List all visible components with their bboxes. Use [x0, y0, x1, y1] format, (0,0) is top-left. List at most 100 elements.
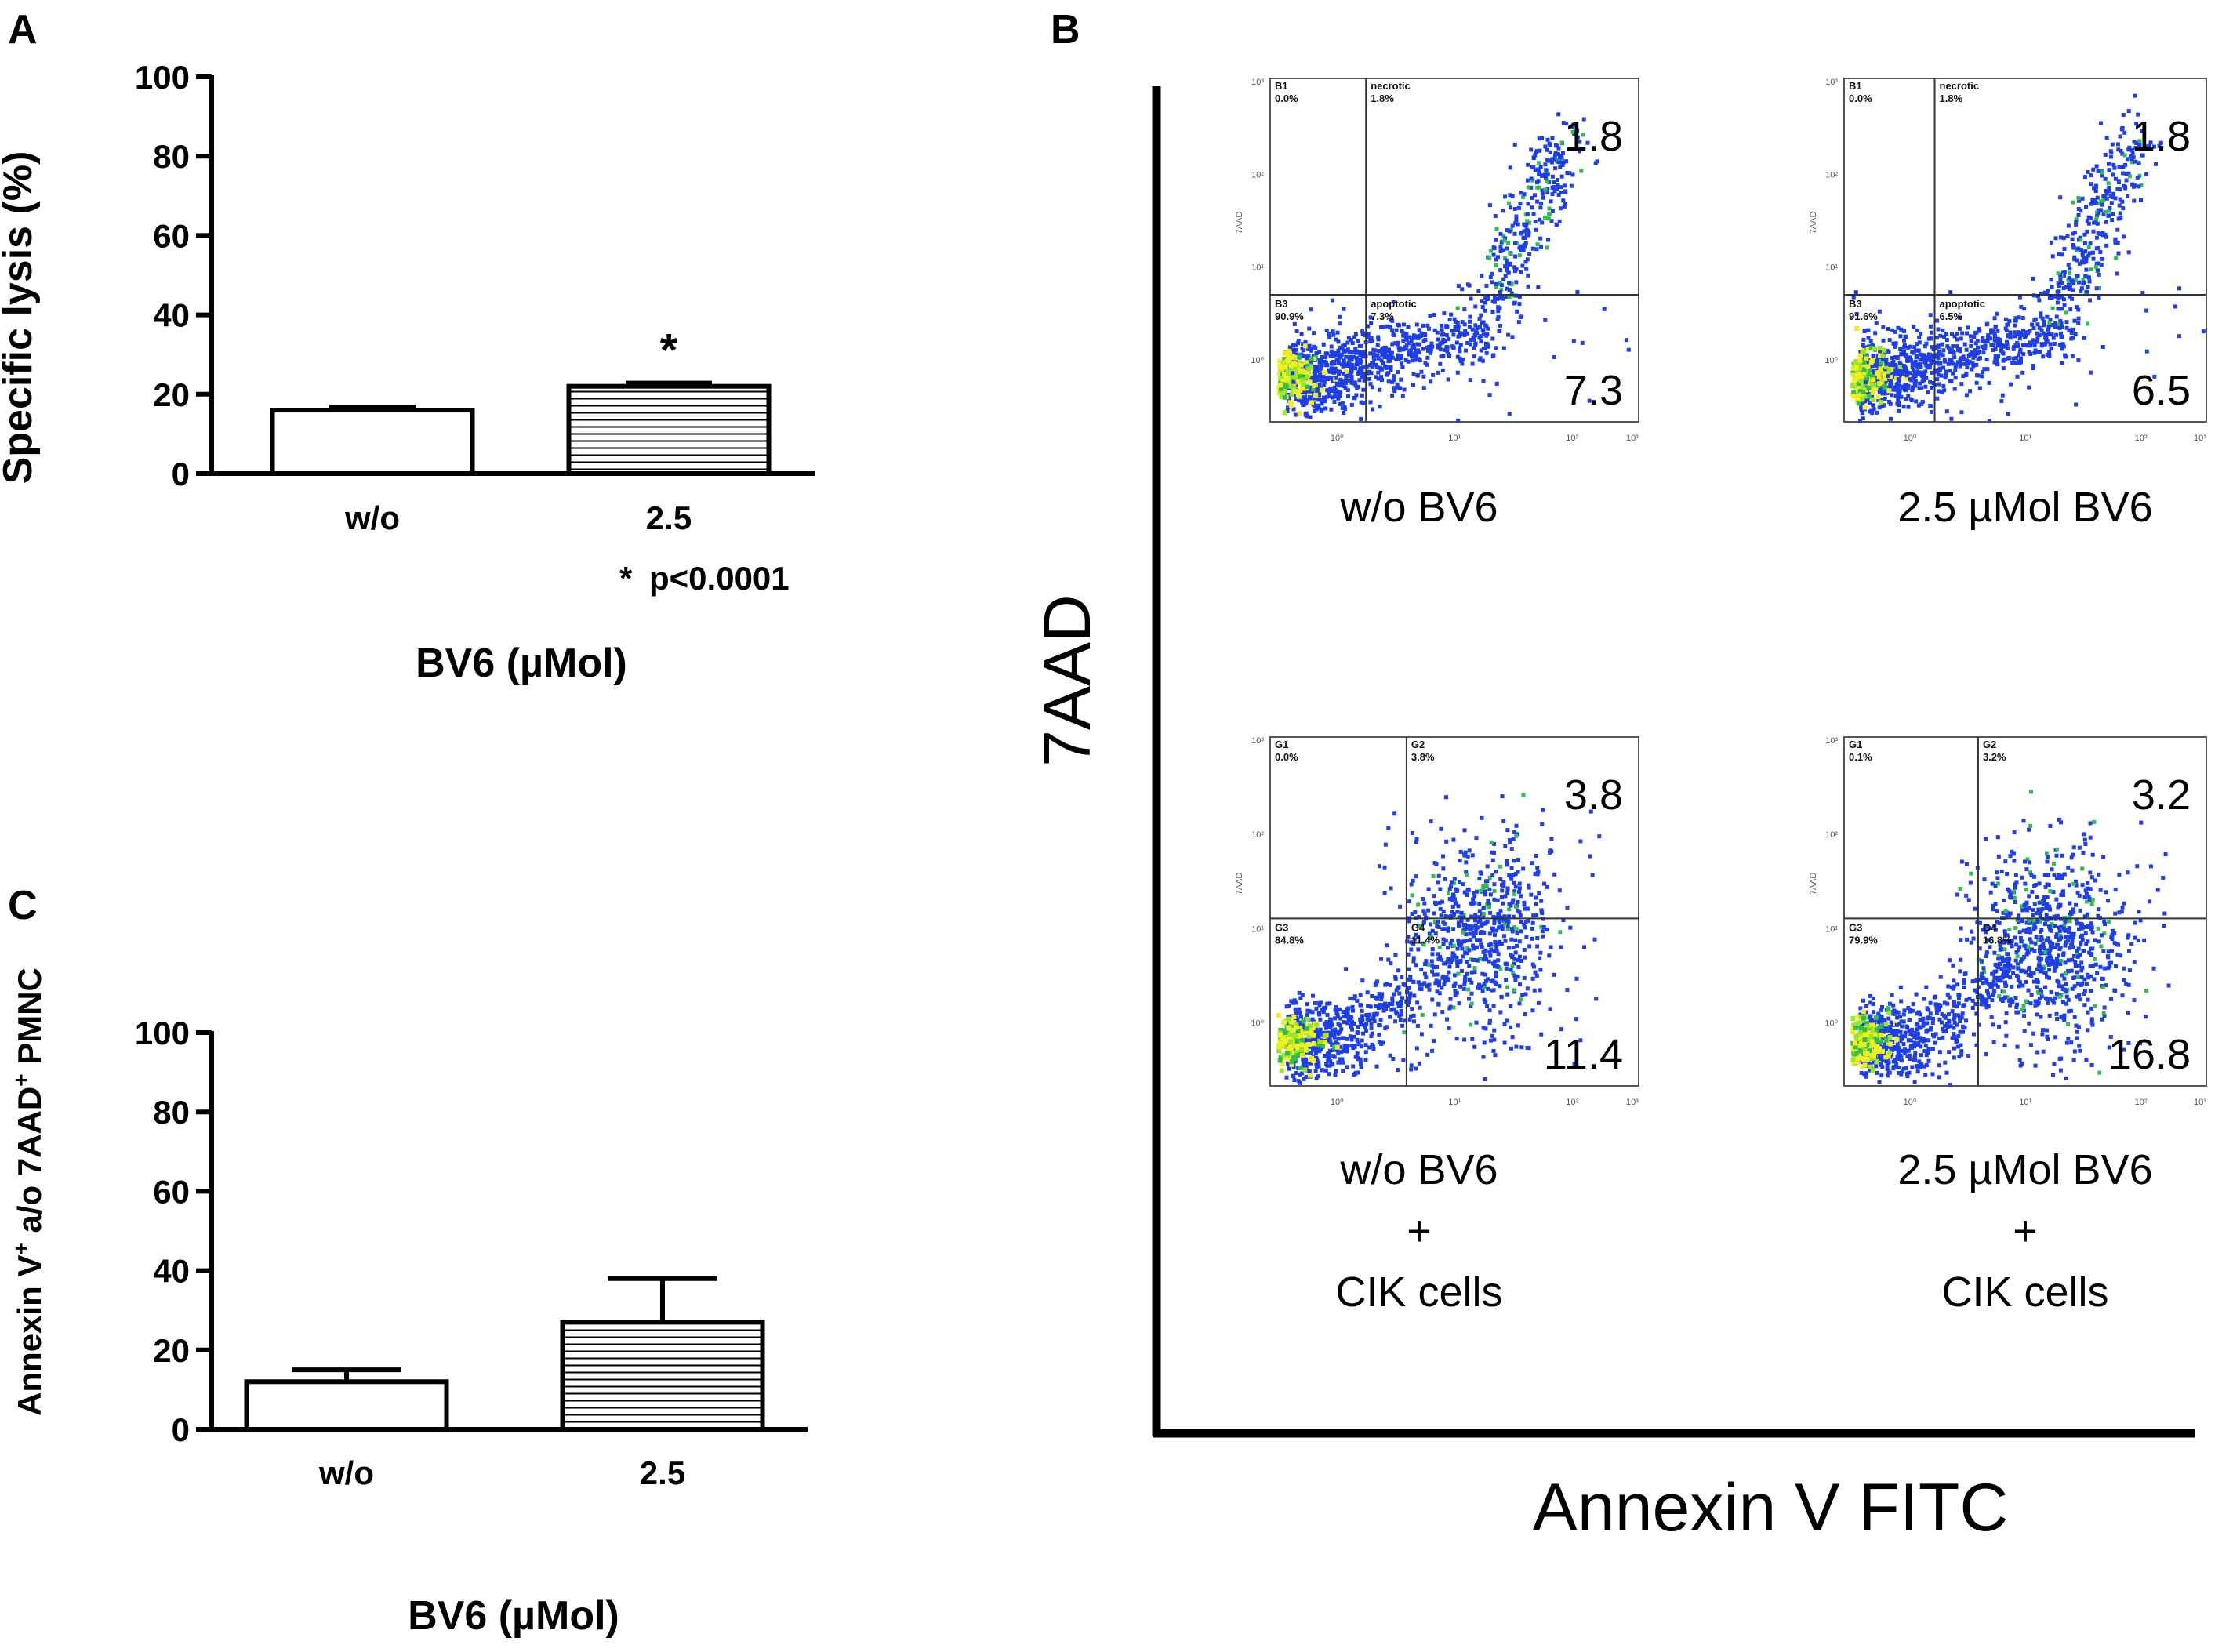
flow-event: [1484, 283, 1489, 288]
flow-plots: 10⁰ 10¹ 10² 10³10³10²10¹10⁰7AADB10.0%necrot…: [1235, 78, 2207, 1316]
flow-event: [1340, 406, 1345, 411]
flow-event: [1439, 354, 1443, 359]
flow-event: [1874, 359, 1879, 364]
flow-event: [1349, 1044, 1354, 1048]
flow-event: [1902, 338, 1907, 343]
flow-event: [1519, 997, 1523, 1002]
flow-event: [1450, 344, 1455, 349]
flow-event: [1371, 1047, 1376, 1051]
flow-event: [1332, 1033, 1337, 1038]
flow-event: [1500, 883, 1505, 888]
flow-event: [1420, 982, 1425, 987]
flow-event: [1906, 345, 1911, 350]
flow-event: [2082, 241, 2087, 245]
flow-event: [1462, 979, 1467, 984]
flow-event: [1523, 955, 1527, 960]
flow-event: [1486, 977, 1490, 982]
flow-event: [1294, 1000, 1298, 1005]
flow-event: [1397, 991, 1402, 996]
flow-event: [1335, 330, 1340, 335]
flow-event: [1325, 351, 1330, 356]
flow-event: [1538, 950, 1543, 955]
flow-event: [2030, 322, 2035, 327]
flow-event: [1928, 324, 1933, 329]
flow-event: [1549, 945, 1553, 949]
flow-event: [1458, 942, 1462, 947]
flow-event: [1502, 1040, 1507, 1045]
flow-event: [1993, 324, 1998, 329]
flow-x-tick-label: 10³: [2194, 434, 2206, 443]
flow-event: [1435, 989, 1440, 994]
a-significance-star: *: [660, 325, 678, 376]
flow-event: [1368, 339, 1373, 343]
flow-event: [2075, 949, 2079, 953]
flow-event: [1331, 367, 1336, 372]
flow-event: [2102, 194, 2107, 199]
flow-event: [1338, 1045, 1342, 1050]
flow-event: [1469, 1022, 1473, 1027]
flow-event: [1549, 849, 1554, 854]
flow-event: [1870, 368, 1875, 372]
flow-event: [1410, 344, 1414, 349]
flow-plot-caption: w/o BV6: [1339, 484, 1498, 531]
flow-event: [1519, 929, 1523, 934]
flow-event: [1368, 315, 1373, 320]
flow-event: [2094, 216, 2099, 221]
flow-event: [1323, 1021, 1328, 1026]
flow-event: [1547, 212, 1552, 216]
flow-event: [1494, 285, 1498, 289]
flow-event: [1948, 1083, 1952, 1087]
flow-event: [1460, 357, 1465, 361]
flow-event: [1878, 370, 1883, 376]
flow-event: [1510, 1035, 1515, 1040]
flow-event: [1501, 880, 1506, 884]
flow-event: [1451, 927, 1456, 931]
flow-event: [1876, 1016, 1881, 1021]
flow-event: [1392, 811, 1397, 816]
flow-event: [1396, 968, 1401, 973]
flow-event: [1922, 353, 1926, 358]
flow-event: [1512, 889, 1517, 894]
flow-event: [1395, 385, 1400, 390]
flow-event: [2057, 322, 2061, 327]
flow-event: [1308, 373, 1313, 379]
flow-event: [1918, 352, 1922, 357]
flow-event: [1514, 293, 1519, 298]
flow-event: [1303, 343, 1309, 349]
flow-event: [1455, 946, 1460, 951]
flow-event: [2046, 288, 2050, 292]
flow-event: [2084, 982, 2089, 986]
flow-event: [1313, 409, 1317, 414]
flow-event: [1865, 1015, 1870, 1020]
flow-event: [1337, 1060, 1342, 1065]
flow-event: [2053, 945, 2057, 949]
flow-event: [1415, 1000, 1420, 1005]
flow-event: [1407, 352, 1411, 357]
flow-event: [1392, 341, 1397, 346]
flow-event: [2008, 336, 2013, 340]
flow-event: [1918, 361, 1922, 366]
flow-event: [1351, 1046, 1356, 1051]
flow-event: [1304, 411, 1309, 416]
flow-event: [1561, 121, 1566, 125]
flow-event: [2042, 323, 2046, 328]
flow-event: [1501, 248, 1505, 252]
flow-event: [1502, 915, 1507, 920]
flow-event: [2103, 232, 2108, 237]
flow-event: [1314, 1029, 1319, 1033]
a-y-tick-label: 0: [172, 456, 190, 492]
flow-event: [1341, 343, 1345, 348]
flow-event: [1313, 392, 1319, 398]
flow-event: [1975, 339, 1980, 343]
flow-event: [1928, 336, 1933, 341]
flow-event: [2103, 152, 2108, 157]
flow-event: [1329, 366, 1334, 371]
flow-event: [1281, 371, 1287, 376]
flow-event: [1465, 917, 1470, 922]
flow-event: [1897, 374, 1902, 379]
flow-event: [2140, 153, 2145, 158]
flow-event: [1362, 372, 1367, 376]
flow-event: [2119, 148, 2123, 153]
flow-event: [1523, 906, 1527, 911]
flow-event: [1472, 970, 1477, 975]
